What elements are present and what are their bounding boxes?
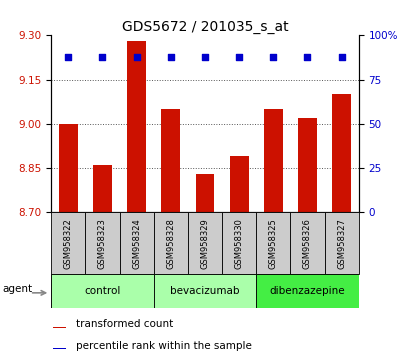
Point (99, 54, 106, 59)
Text: GSM958322: GSM958322 (64, 218, 73, 269)
Bar (119, 212, 153, 274)
Bar (290, 212, 324, 274)
Bar (127, 41, 146, 212)
Bar (51, 274, 153, 308)
Point (167, 54, 174, 59)
Bar (256, 274, 358, 308)
Text: GSM958329: GSM958329 (200, 218, 209, 269)
Text: bevacizumab: bevacizumab (170, 286, 239, 296)
Text: GSM958323: GSM958323 (98, 218, 107, 269)
Point (201, 54, 208, 59)
Bar (51, 212, 85, 274)
Bar (59, 124, 78, 212)
Text: transformed count: transformed count (76, 319, 173, 329)
Bar (153, 212, 187, 274)
Text: GSM958330: GSM958330 (234, 218, 243, 269)
Bar (229, 156, 248, 212)
Bar (187, 212, 222, 274)
Bar (161, 109, 180, 212)
Bar (324, 212, 358, 274)
Point (65, 54, 72, 59)
Point (303, 54, 310, 59)
Text: GSM958326: GSM958326 (302, 218, 311, 269)
Bar (222, 212, 256, 274)
Bar (85, 212, 119, 274)
Bar (195, 174, 214, 212)
Text: percentile rank within the sample: percentile rank within the sample (76, 341, 251, 351)
Text: GSM958325: GSM958325 (268, 218, 277, 269)
Point (270, 54, 276, 59)
Bar (297, 118, 316, 212)
Bar (53, 327, 65, 328)
Text: GSM958324: GSM958324 (132, 218, 141, 269)
Text: dibenzazepine: dibenzazepine (269, 286, 344, 296)
Bar (263, 109, 282, 212)
Bar (153, 274, 256, 308)
Text: agent: agent (2, 285, 33, 295)
Text: GSM958327: GSM958327 (336, 218, 345, 269)
Bar (93, 165, 112, 212)
Point (337, 54, 344, 59)
Bar (256, 212, 290, 274)
Point (235, 54, 242, 59)
Bar (331, 95, 350, 212)
Bar (53, 348, 65, 349)
Title: GDS5672 / 201035_s_at: GDS5672 / 201035_s_at (121, 21, 288, 34)
Text: control: control (84, 286, 120, 296)
Point (133, 54, 139, 59)
Text: GSM958328: GSM958328 (166, 218, 175, 269)
